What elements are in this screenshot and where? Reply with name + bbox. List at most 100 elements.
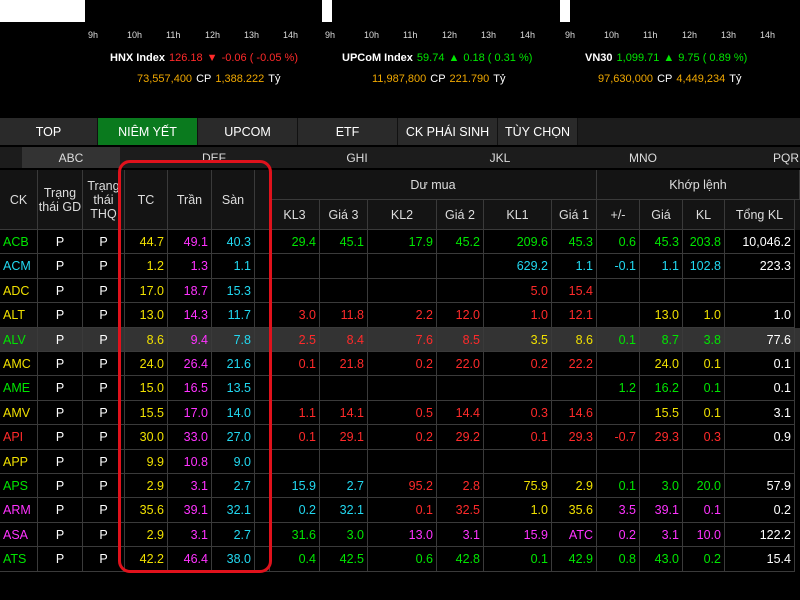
time-tick: 10h — [604, 30, 620, 40]
index-line: HNX Index 126.18 ▼ -0.06 ( -0.05 %) — [110, 52, 298, 64]
cell — [320, 278, 368, 304]
cell: P — [83, 498, 125, 523]
cell: P — [83, 327, 125, 352]
tab[interactable]: NIÊM YẾT — [98, 118, 198, 145]
tab[interactable]: TOP — [0, 118, 98, 145]
index-turnover-unit: Tỷ — [493, 73, 506, 85]
cell — [368, 449, 437, 474]
cell: 7.8 — [212, 327, 255, 352]
subtab[interactable]: PQR — [772, 150, 799, 165]
subtab[interactable]: ABC — [22, 147, 120, 168]
cell — [552, 376, 597, 401]
cell: 15.9 — [270, 474, 320, 499]
cell: 35.6 — [125, 498, 168, 523]
cell: 22.2 — [552, 352, 597, 377]
cell: 223.3 — [725, 254, 795, 279]
cell: 1.1 — [270, 400, 320, 426]
time-tick: 11h — [166, 30, 181, 40]
subtab[interactable]: JKL — [489, 150, 511, 165]
stock-code: AMC — [0, 352, 38, 377]
stock-code: ATS — [0, 547, 38, 572]
time-tick: 9h — [565, 30, 576, 40]
time-tick: 12h — [442, 30, 458, 40]
cell: 29.4 — [270, 230, 320, 255]
index-line: VN30 1,099.71 ▲ 9.75 ( 0.89 %) — [585, 52, 747, 64]
row-bg — [0, 449, 800, 474]
cell: 29.3 — [552, 425, 597, 450]
cell: 9.4 — [168, 327, 212, 352]
index-value: 1,099.71 — [616, 52, 660, 64]
cell: 17.9 — [368, 230, 437, 255]
cell: 0.9 — [725, 425, 795, 450]
cell — [597, 278, 640, 304]
column-header: Giá — [640, 200, 683, 230]
row-bg — [0, 547, 800, 572]
cell: P — [83, 376, 125, 401]
cell: 39.1 — [168, 498, 212, 523]
cell: P — [38, 352, 83, 377]
cell: 5.0 — [484, 278, 552, 304]
cell: 0.1 — [683, 376, 725, 401]
stock-code: ASA — [0, 522, 38, 548]
cell: P — [83, 449, 125, 474]
cell: P — [38, 498, 83, 523]
column-header: Giá 3 — [320, 200, 368, 230]
time-tick: 10h — [364, 30, 380, 40]
group-header: Dư mua — [270, 170, 597, 200]
cell: 75.9 — [484, 474, 552, 499]
index-name: VN30 — [585, 52, 613, 64]
stock-code: AMV — [0, 400, 38, 426]
cell — [270, 278, 320, 304]
time-tick: 13h — [481, 30, 497, 40]
group-header: Khớp lệnh — [597, 170, 800, 200]
cell: P — [83, 278, 125, 304]
cell: 0.1 — [683, 352, 725, 377]
cell: 3.1 — [168, 474, 212, 499]
cell: 77.6 — [725, 327, 795, 352]
subtab[interactable]: MNO — [629, 150, 657, 165]
stock-code: ARM — [0, 498, 38, 523]
cell: P — [38, 425, 83, 450]
cell: 57.9 — [725, 474, 795, 499]
cell — [552, 449, 597, 474]
cell: 17.0 — [125, 278, 168, 304]
cell: 0.2 — [683, 547, 725, 572]
index-volume-unit: CP — [657, 73, 673, 85]
cell: 10,046.2 — [725, 230, 795, 255]
cell: 15.4 — [725, 547, 795, 572]
cell: 42.8 — [437, 547, 484, 572]
spacer — [322, 0, 332, 22]
tab[interactable]: CK PHÁI SINH — [398, 118, 498, 145]
cell: 629.2 — [484, 254, 552, 279]
cell: -0.1 — [597, 254, 640, 279]
cell: 8.7 — [640, 327, 683, 352]
index-arrow: ▲ — [663, 52, 675, 64]
subtab[interactable]: GHI — [346, 150, 368, 165]
cell: 21.8 — [320, 352, 368, 377]
cell: 15.9 — [484, 522, 552, 548]
cell: 32.5 — [437, 498, 484, 523]
cell: 3.1 — [725, 400, 795, 426]
cell: P — [38, 376, 83, 401]
cell: 0.6 — [368, 547, 437, 572]
tab[interactable]: TÙY CHỌN — [498, 118, 578, 145]
cell: 1.2 — [125, 254, 168, 279]
time-tick: 12h — [682, 30, 698, 40]
index-change: 0.18 ( 0.31 %) — [463, 52, 533, 64]
tab[interactable]: ETF — [298, 118, 398, 145]
cell: 12.0 — [437, 303, 484, 328]
cell: 31.6 — [270, 522, 320, 548]
stock-code: API — [0, 425, 38, 450]
cell: 0.1 — [484, 425, 552, 450]
cell: 0.6 — [597, 230, 640, 255]
cell — [270, 449, 320, 474]
index-name: HNX Index — [110, 52, 166, 64]
cell: 26.4 — [168, 352, 212, 377]
cell — [683, 449, 725, 474]
cell: 2.2 — [368, 303, 437, 328]
column-header-rest — [795, 200, 800, 230]
tab[interactable]: UPCOM — [198, 118, 298, 145]
index-arrow: ▲ — [448, 52, 460, 64]
cell: 0.2 — [484, 352, 552, 377]
